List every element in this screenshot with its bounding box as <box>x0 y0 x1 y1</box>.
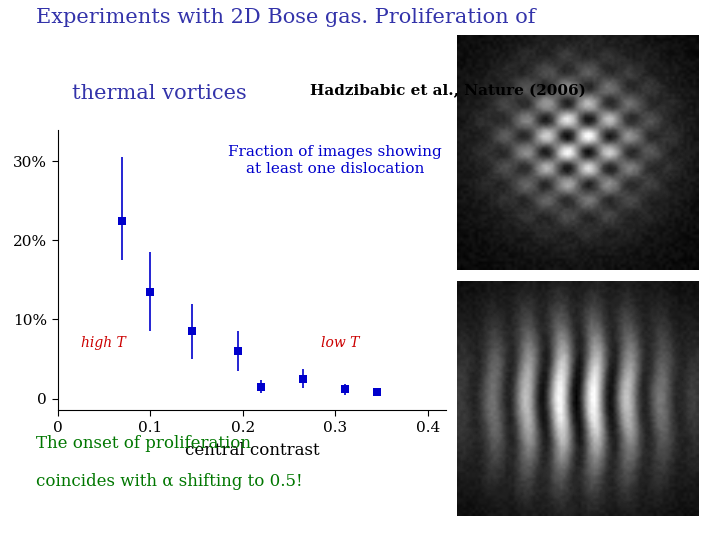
Text: Experiments with 2D Bose gas. Proliferation of: Experiments with 2D Bose gas. Proliferat… <box>36 8 536 27</box>
Text: coincides with α shifting to 0.5!: coincides with α shifting to 0.5! <box>36 472 302 489</box>
Text: Hadzibabic et al., Nature (2006): Hadzibabic et al., Nature (2006) <box>310 84 585 98</box>
Text: The onset of proliferation: The onset of proliferation <box>36 435 251 451</box>
Text: thermal vortices: thermal vortices <box>72 84 247 103</box>
Text: Fraction of images showing
at least one dislocation: Fraction of images showing at least one … <box>228 145 442 176</box>
X-axis label: central contrast: central contrast <box>185 442 319 459</box>
Text: high T: high T <box>81 336 125 350</box>
Text: low T: low T <box>321 336 360 350</box>
